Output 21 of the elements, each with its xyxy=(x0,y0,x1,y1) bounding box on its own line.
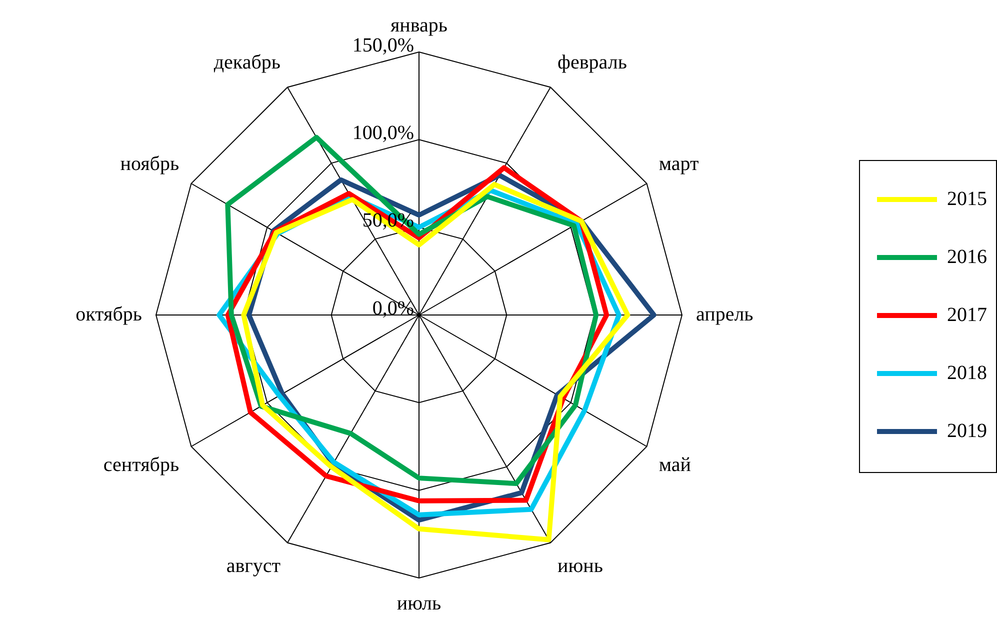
spoke-label: ноябрь xyxy=(120,152,180,175)
spoke-label: октябрь xyxy=(76,303,142,326)
legend-label: 2017 xyxy=(947,304,987,326)
legend-label: 2019 xyxy=(947,420,987,442)
spoke-label: май xyxy=(658,454,692,476)
spoke-label: июль xyxy=(396,592,442,614)
spoke-label: март xyxy=(658,152,700,175)
y-tick-label: 150,0% xyxy=(352,34,414,56)
y-tick-label: 100,0% xyxy=(352,122,414,144)
y-tick-label: 0,0% xyxy=(372,297,414,320)
spoke-label: сентябрь xyxy=(103,454,180,476)
spoke-label: февраль xyxy=(558,51,627,74)
spoke-label: декабрь xyxy=(214,51,280,74)
y-tick-label: 50,0% xyxy=(362,210,414,232)
spoke-label: апрель xyxy=(696,303,754,326)
legend-label: 2015 xyxy=(947,188,987,210)
legend-label: 2016 xyxy=(947,246,987,268)
spoke-label: январь xyxy=(390,14,448,36)
spoke-label: июнь xyxy=(558,555,603,578)
spoke-label: август xyxy=(226,555,281,578)
legend-label: 2018 xyxy=(947,362,987,384)
